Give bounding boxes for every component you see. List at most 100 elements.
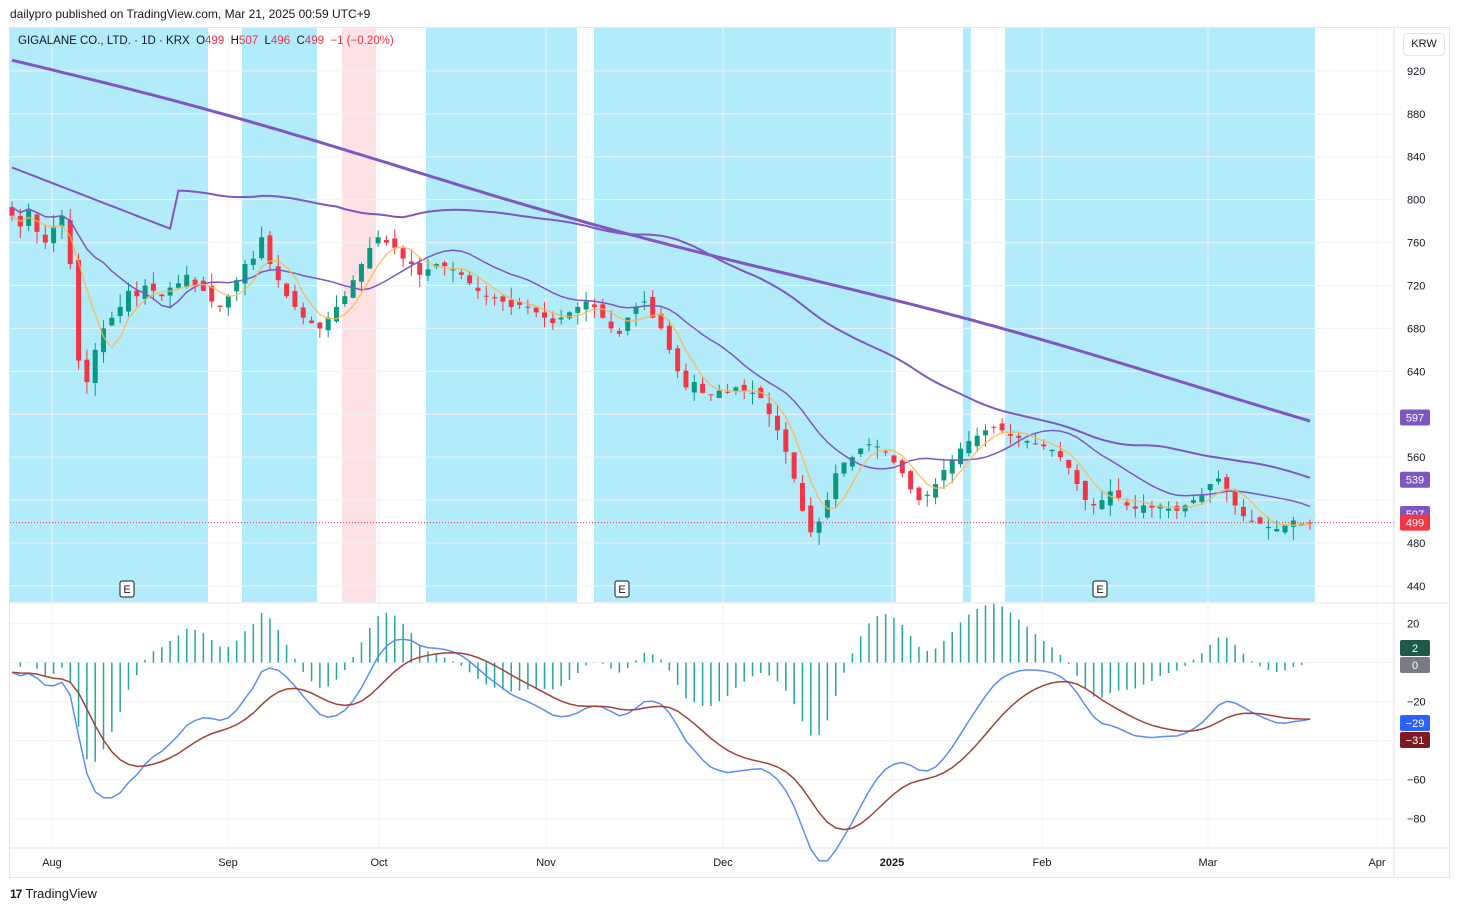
candle-body[interactable] (708, 394, 714, 396)
candle-body[interactable] (1166, 508, 1172, 511)
candle-body[interactable] (1007, 434, 1013, 436)
candle-body[interactable] (184, 274, 190, 287)
candle-body[interactable] (1182, 505, 1188, 512)
candle-body[interactable] (1041, 444, 1047, 447)
candle-body[interactable] (1274, 529, 1280, 532)
candle-body[interactable] (76, 259, 82, 361)
candle-body[interactable] (209, 285, 215, 302)
candle-body[interactable] (150, 283, 156, 291)
candle-body[interactable] (1282, 524, 1288, 533)
candle-body[interactable] (225, 296, 231, 308)
candle-body[interactable] (899, 460, 905, 474)
candle-body[interactable] (1032, 443, 1038, 445)
candle-body[interactable] (1091, 503, 1097, 506)
candle-body[interactable] (292, 291, 298, 307)
candle-body[interactable] (483, 295, 489, 297)
candle-body[interactable] (392, 238, 398, 248)
earnings-marker[interactable] (1092, 580, 1108, 598)
tradingview-logo[interactable]: 17 TradingView (10, 886, 97, 901)
candle-body[interactable] (666, 325, 672, 350)
candle-body[interactable] (833, 473, 839, 500)
candle-body[interactable] (217, 305, 223, 307)
candle-body[interactable] (1191, 500, 1197, 503)
candle-body[interactable] (375, 237, 381, 244)
candle-body[interactable] (658, 313, 664, 329)
candle-body[interactable] (841, 462, 847, 474)
candle-body[interactable] (450, 269, 456, 271)
candle-body[interactable] (924, 494, 930, 497)
candle-body[interactable] (142, 285, 148, 300)
candle-body[interactable] (575, 306, 581, 313)
candle-body[interactable] (117, 306, 123, 316)
candle-body[interactable] (250, 258, 256, 265)
candle-body[interactable] (683, 370, 689, 388)
candle-body[interactable] (1290, 520, 1296, 527)
candle-body[interactable] (791, 452, 797, 479)
candle-body[interactable] (400, 248, 406, 259)
candle-body[interactable] (716, 390, 722, 398)
candle-body[interactable] (783, 429, 789, 452)
candle-body[interactable] (766, 403, 772, 415)
candle-body[interactable] (300, 307, 306, 318)
candle-body[interactable] (267, 235, 273, 265)
candle-body[interactable] (700, 383, 706, 393)
candle-body[interactable] (808, 505, 814, 533)
candle-body[interactable] (966, 441, 972, 454)
candle-body[interactable] (733, 387, 739, 391)
candle-body[interactable] (1057, 451, 1063, 458)
candle-body[interactable] (42, 234, 48, 243)
candle-body[interactable] (109, 317, 115, 326)
candle-body[interactable] (408, 261, 414, 265)
candle-body[interactable] (525, 306, 531, 308)
candle-body[interactable] (9, 207, 15, 216)
candle-body[interactable] (492, 297, 498, 299)
candle-body[interactable] (600, 304, 606, 318)
candle-body[interactable] (84, 359, 90, 383)
candle-body[interactable] (92, 349, 98, 384)
candle-body[interactable] (1232, 491, 1238, 506)
candle-body[interactable] (51, 226, 57, 244)
candle-body[interactable] (991, 426, 997, 428)
candle-body[interactable] (425, 269, 431, 276)
candle-body[interactable] (1240, 506, 1246, 517)
candle-body[interactable] (650, 297, 656, 318)
candle-body[interactable] (533, 307, 539, 313)
candle-body[interactable] (566, 312, 572, 319)
candle-body[interactable] (175, 283, 181, 288)
candle-body[interactable] (750, 392, 756, 394)
candle-body[interactable] (974, 435, 980, 447)
candle-body[interactable] (1066, 460, 1072, 468)
candle-body[interactable] (1199, 494, 1205, 502)
candle-body[interactable] (192, 279, 198, 286)
candle-body[interactable] (891, 455, 897, 463)
candle-body[interactable] (1099, 500, 1105, 510)
candle-body[interactable] (284, 283, 290, 297)
candle-body[interactable] (1141, 505, 1147, 513)
candle-body[interactable] (59, 215, 65, 227)
candle-body[interactable] (858, 448, 864, 455)
candle-body[interactable] (317, 322, 323, 329)
candle-body[interactable] (816, 521, 822, 533)
candle-body[interactable] (125, 290, 131, 312)
candle-body[interactable] (558, 317, 564, 320)
candle-body[interactable] (67, 220, 73, 265)
candle-body[interactable] (1107, 491, 1113, 506)
candle-body[interactable] (1116, 490, 1122, 498)
candle-body[interactable] (1215, 478, 1221, 482)
candle-body[interactable] (500, 296, 506, 302)
candle-body[interactable] (350, 280, 356, 298)
candle-body[interactable] (458, 272, 464, 275)
candle-body[interactable] (583, 301, 589, 310)
candle-body[interactable] (1132, 506, 1138, 509)
candle-body[interactable] (442, 262, 448, 267)
candle-body[interactable] (1074, 470, 1080, 484)
candle-body[interactable] (259, 237, 265, 259)
candle-body[interactable] (242, 264, 248, 284)
candle-body[interactable] (741, 384, 747, 391)
candle-body[interactable] (234, 280, 240, 292)
candle-body[interactable] (1265, 526, 1271, 529)
candle-body[interactable] (275, 266, 281, 281)
candle-body[interactable] (1124, 502, 1130, 506)
candle-body[interactable] (908, 471, 914, 490)
candle-body[interactable] (1257, 517, 1263, 524)
